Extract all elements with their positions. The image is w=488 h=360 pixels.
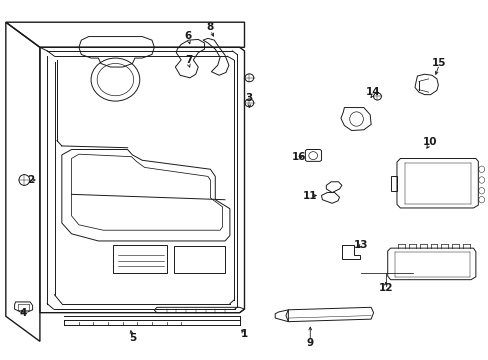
Text: 7: 7: [184, 55, 192, 65]
Text: 2: 2: [27, 175, 35, 185]
Text: 11: 11: [303, 191, 317, 201]
Text: 15: 15: [431, 58, 446, 68]
Text: 16: 16: [292, 152, 306, 162]
Text: 13: 13: [353, 239, 368, 249]
Text: 1: 1: [241, 329, 247, 339]
Text: 12: 12: [378, 283, 392, 293]
Text: 5: 5: [128, 333, 136, 343]
Text: 14: 14: [366, 87, 380, 97]
Text: 3: 3: [245, 93, 252, 103]
Text: 9: 9: [306, 338, 313, 348]
Text: 8: 8: [206, 22, 214, 32]
Text: 6: 6: [184, 31, 192, 41]
Text: 10: 10: [422, 138, 436, 147]
Text: 4: 4: [19, 308, 26, 318]
